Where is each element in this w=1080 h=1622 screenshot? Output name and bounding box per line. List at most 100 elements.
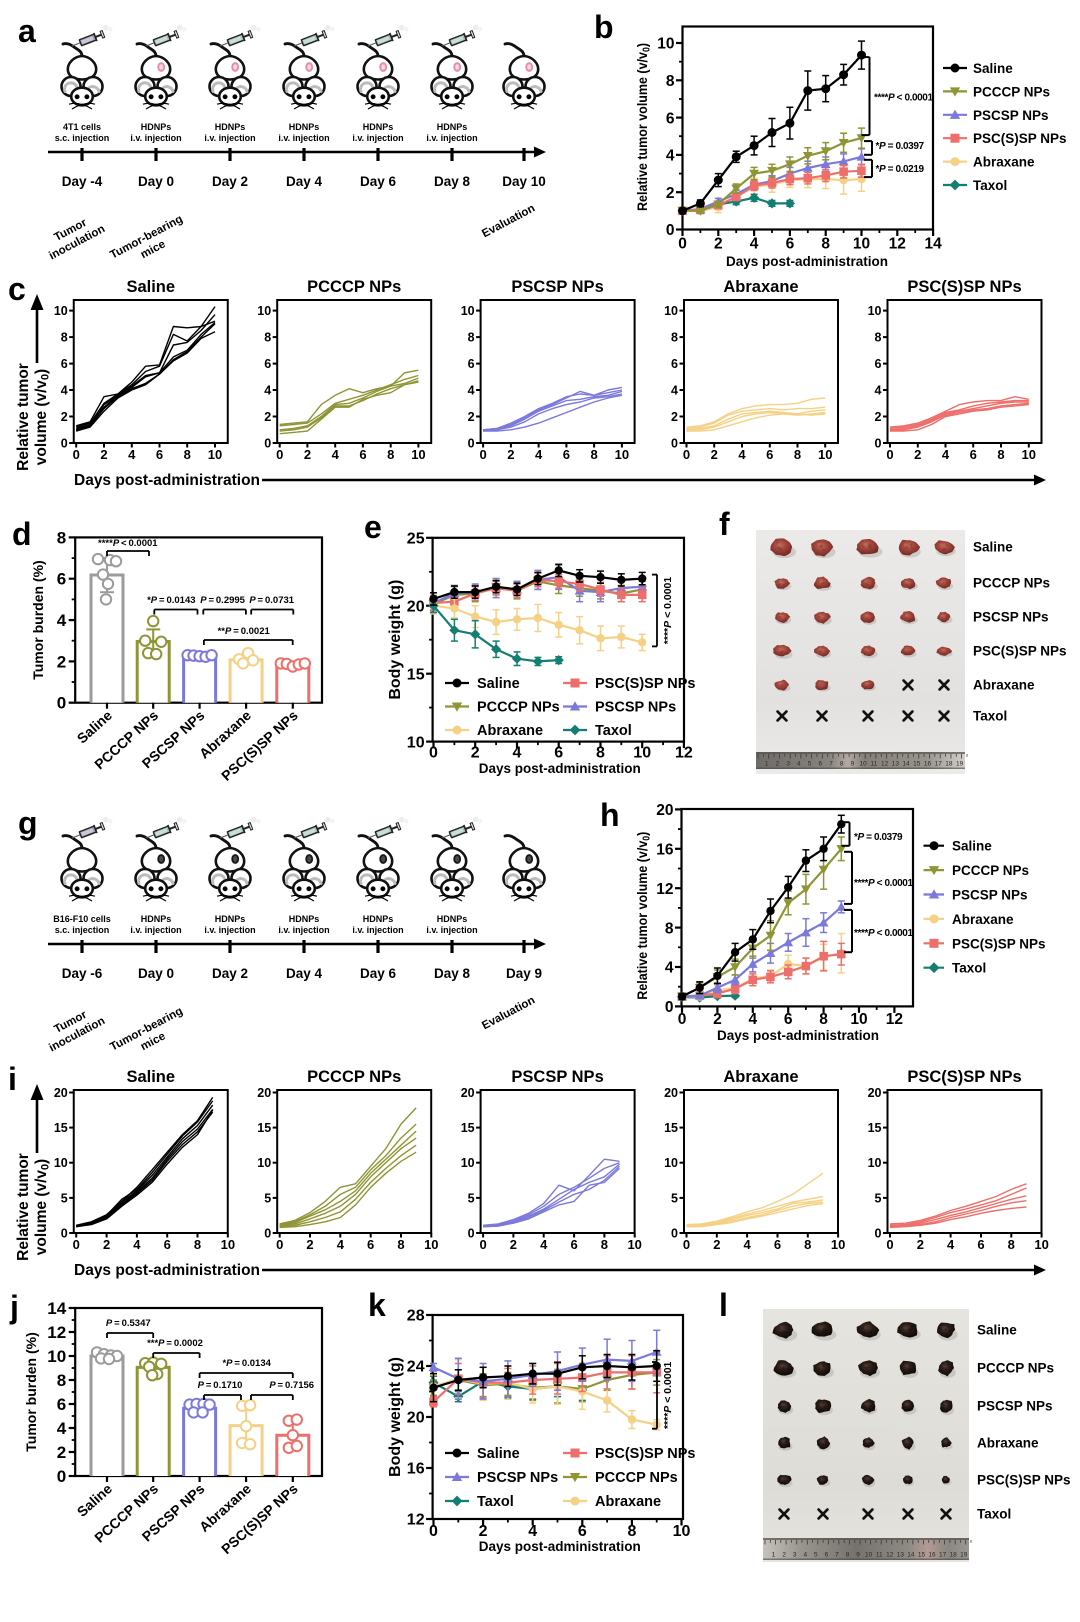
svg-text:10: 10 (633, 745, 651, 762)
svg-text:i.v. injection: i.v. injection (426, 925, 477, 935)
svg-text:6: 6 (977, 1237, 984, 1252)
svg-text:10: 10 (208, 447, 222, 462)
svg-text:i.v. injection: i.v. injection (426, 133, 477, 143)
svg-text:2: 2 (264, 410, 271, 424)
svg-text:6: 6 (784, 1011, 793, 1028)
svg-text:*P = 0.0397: *P = 0.0397 (876, 141, 925, 152)
svg-text:10: 10 (868, 1156, 882, 1170)
svg-text:Days post-administration: Days post-administration (726, 254, 888, 269)
svg-text:10: 10 (424, 1237, 438, 1252)
svg-text:10: 10 (1022, 447, 1036, 462)
svg-text:Day 6: Day 6 (360, 966, 397, 981)
svg-text:Taxol: Taxol (973, 178, 1007, 193)
svg-text:17: 17 (939, 1552, 947, 1559)
svg-text:HDNPs: HDNPs (215, 914, 246, 924)
svg-text:2: 2 (917, 1237, 924, 1252)
svg-text:PSC(S)SP NPs: PSC(S)SP NPs (595, 676, 695, 692)
svg-text:9: 9 (856, 1552, 860, 1559)
svg-text:16: 16 (928, 1552, 936, 1559)
svg-text:8: 8 (57, 1371, 66, 1390)
svg-text:j: j (9, 1289, 19, 1325)
svg-text:****P < 0.0001: ****P < 0.0001 (874, 93, 933, 104)
svg-text:volume (v/v0): volume (v/v0) (33, 369, 52, 465)
svg-text:10: 10 (657, 36, 674, 53)
svg-text:18: 18 (945, 761, 953, 768)
svg-text:PCCCP NPs: PCCCP NPs (952, 863, 1029, 878)
svg-text:PSC(S)SP NPs: PSC(S)SP NPs (973, 644, 1067, 659)
svg-text:4: 4 (666, 148, 675, 165)
svg-text:6: 6 (156, 447, 163, 462)
svg-text:10: 10 (461, 1156, 475, 1170)
svg-text:Relative tumor: Relative tumor (15, 1153, 32, 1261)
svg-text:2: 2 (479, 1523, 488, 1540)
svg-text:8: 8 (57, 528, 66, 547)
svg-text:0: 0 (671, 437, 678, 451)
svg-text:5: 5 (875, 1191, 882, 1205)
svg-text:9: 9 (851, 761, 855, 768)
svg-text:Day -6: Day -6 (62, 966, 103, 981)
svg-text:PSCSP NPs: PSCSP NPs (973, 610, 1049, 625)
svg-text:10: 10 (54, 1156, 68, 1170)
svg-text:0: 0 (468, 437, 475, 451)
svg-text:16: 16 (656, 842, 674, 859)
svg-text:PSCSP NPs: PSCSP NPs (973, 108, 1049, 123)
svg-text:2: 2 (711, 447, 718, 462)
svg-text:6: 6 (970, 447, 977, 462)
svg-text:Tumor burden (%): Tumor burden (%) (23, 1332, 39, 1452)
svg-text:10: 10 (411, 447, 425, 462)
svg-text:20: 20 (664, 1086, 678, 1100)
svg-text:HDNPs: HDNPs (289, 914, 320, 924)
svg-text:1: 1 (765, 761, 769, 768)
svg-text:PCCCP NPs: PCCCP NPs (307, 1068, 401, 1086)
svg-text:Saline: Saline (973, 61, 1013, 76)
svg-text:Saline: Saline (952, 839, 992, 854)
svg-text:12: 12 (886, 1011, 903, 1028)
svg-text:4: 4 (750, 236, 759, 253)
svg-text:16: 16 (924, 761, 932, 768)
svg-text:Day 0: Day 0 (138, 966, 174, 981)
svg-text:12: 12 (881, 761, 889, 768)
svg-text:2: 2 (666, 185, 675, 202)
svg-text:6: 6 (57, 1395, 66, 1414)
svg-text:20: 20 (407, 1410, 425, 1427)
svg-text:0: 0 (61, 437, 68, 451)
svg-text:b: b (594, 9, 614, 45)
svg-text:10: 10 (257, 304, 271, 318)
svg-text:Days post-administration: Days post-administration (479, 1539, 641, 1554)
svg-text:6: 6 (468, 357, 475, 371)
svg-text:8: 8 (264, 331, 271, 345)
svg-text:d: d (12, 516, 32, 552)
svg-text:3: 3 (786, 761, 790, 768)
svg-text:6: 6 (825, 1552, 829, 1559)
svg-text:i.v. injection: i.v. injection (352, 925, 403, 935)
svg-text:Day 10: Day 10 (502, 174, 546, 189)
svg-text:2: 2 (671, 410, 678, 424)
svg-text:5: 5 (264, 1191, 271, 1205)
svg-text:Days post-administration: Days post-administration (479, 761, 641, 776)
svg-text:Body weight (g): Body weight (g) (387, 1357, 404, 1477)
svg-text:*P = 0.0134: *P = 0.0134 (222, 1358, 271, 1369)
svg-text:10: 10 (818, 447, 832, 462)
svg-text:Day 9: Day 9 (506, 966, 542, 981)
svg-text:***P = 0.0002: ***P = 0.0002 (147, 1338, 203, 1349)
svg-text:4: 4 (748, 1011, 757, 1028)
svg-text:i.v. injection: i.v. injection (204, 133, 255, 143)
svg-text:Abraxane: Abraxane (973, 155, 1035, 170)
svg-text:10: 10 (627, 1237, 641, 1252)
svg-text:4T1 cells: 4T1 cells (63, 122, 101, 132)
svg-text:20: 20 (407, 598, 425, 615)
svg-text:10: 10 (853, 236, 870, 253)
svg-text:****P < 0.0001: ****P < 0.0001 (662, 577, 674, 645)
svg-text:8: 8 (627, 1523, 636, 1540)
svg-text:2: 2 (507, 447, 514, 462)
svg-text:4: 4 (528, 1523, 537, 1540)
svg-text:HDNPs: HDNPs (289, 122, 320, 132)
svg-text:Abraxane: Abraxane (723, 1068, 798, 1086)
svg-text:i.v. injection: i.v. injection (278, 133, 329, 143)
svg-text:4: 4 (540, 1237, 548, 1252)
svg-text:g: g (18, 805, 38, 841)
svg-text:Abraxane: Abraxane (977, 1436, 1039, 1451)
svg-text:Taxol: Taxol (595, 723, 632, 739)
svg-text:PCCCP NPs: PCCCP NPs (973, 84, 1050, 99)
svg-text:14: 14 (47, 1299, 66, 1318)
